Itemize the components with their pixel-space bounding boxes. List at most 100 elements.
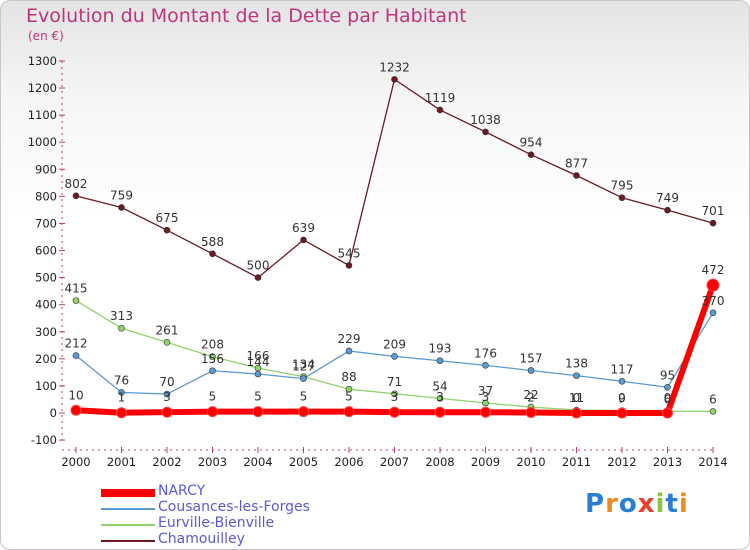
data-label-narcy: 5 <box>254 390 262 404</box>
data-label-cousances-les-forges: 144 <box>247 355 270 369</box>
legend-label: Chamouilley <box>158 531 245 547</box>
point-chamouilley <box>345 262 353 269</box>
data-label-chamouilley: 749 <box>656 191 679 205</box>
point-narcy <box>252 406 264 418</box>
legend-label: Cousances-les-Forges <box>158 499 310 515</box>
data-label-narcy: 3 <box>391 390 399 404</box>
data-label-narcy: 5 <box>209 390 217 404</box>
data-label-eurville-bienville: 54 <box>432 379 447 393</box>
x-tick-label: 2011 <box>562 455 591 469</box>
point-eurville-bienville <box>709 408 717 415</box>
point-chamouilley <box>482 128 489 136</box>
point-eurville-bienville <box>391 390 398 398</box>
point-cousances-les-forges <box>300 375 307 382</box>
point-cousances-les-forges <box>709 309 717 317</box>
point-cousances-les-forges <box>527 367 535 374</box>
data-label-chamouilley: 954 <box>520 136 543 150</box>
point-chamouilley <box>573 172 580 179</box>
point-chamouilley <box>254 274 262 281</box>
x-tick-label: 2005 <box>289 455 318 469</box>
data-label-chamouilley: 1119 <box>425 91 456 105</box>
data-label-chamouilley: 759 <box>110 188 133 202</box>
data-label-narcy: 5 <box>300 390 308 404</box>
point-narcy <box>434 406 446 418</box>
x-tick-label: 2000 <box>61 455 90 469</box>
data-label-cousances-les-forges: 209 <box>383 337 406 351</box>
point-narcy <box>662 407 673 419</box>
data-label-eurville-bienville: 166 <box>247 349 270 363</box>
data-label-eurville-bienville: 11 <box>569 391 584 405</box>
point-chamouilley <box>163 226 171 234</box>
point-cousances-les-forges <box>664 383 671 391</box>
y-tick-label: 1200 <box>28 81 57 95</box>
y-tick-label: 300 <box>35 325 57 339</box>
data-label-narcy: 0 <box>573 391 581 405</box>
x-tick-label: 2004 <box>243 455 272 469</box>
data-label-cousances-les-forges: 70 <box>159 375 174 389</box>
data-label-cousances-les-forges: 157 <box>520 351 543 365</box>
data-label-chamouilley: 802 <box>65 177 88 191</box>
data-label-narcy: 3 <box>482 390 490 404</box>
data-label-eurville-bienville: 313 <box>110 309 133 323</box>
point-narcy <box>616 407 628 419</box>
point-cousances-les-forges <box>618 378 626 385</box>
legend-swatch <box>101 508 155 510</box>
legend-swatch <box>101 489 155 497</box>
data-label-cousances-les-forges: 370 <box>702 294 725 308</box>
data-label-chamouilley: 639 <box>292 221 315 235</box>
data-label-chamouilley: 675 <box>156 211 179 225</box>
point-chamouilley <box>436 106 444 114</box>
legend-swatch <box>101 540 155 542</box>
point-narcy <box>525 406 537 418</box>
legend-swatch <box>101 524 155 526</box>
point-chamouilley <box>391 76 398 83</box>
point-narcy <box>571 407 582 419</box>
x-tick-label: 2009 <box>471 455 500 469</box>
point-cousances-les-forges <box>482 362 489 369</box>
point-cousances-les-forges <box>391 353 398 360</box>
data-label-chamouilley: 795 <box>611 179 634 193</box>
data-label-narcy: 2 <box>527 390 535 404</box>
data-label-eurville-bienville: 6 <box>664 392 672 406</box>
point-narcy <box>116 407 127 419</box>
legend-label: NARCY <box>158 483 206 499</box>
data-label-eurville-bienville: 6 <box>709 392 717 406</box>
point-eurville-bienville <box>436 395 444 402</box>
proxiti-logo: Proxiti <box>585 489 689 519</box>
y-tick-label: 900 <box>35 162 57 176</box>
point-narcy <box>389 406 400 418</box>
y-tick-label: 500 <box>35 271 57 285</box>
data-label-cousances-les-forges: 127 <box>292 360 315 374</box>
data-label-cousances-les-forges: 229 <box>338 332 361 346</box>
chart-plot: -100010020030040050060070080090010001100… <box>28 54 728 469</box>
data-label-cousances-les-forges: 76 <box>114 373 129 387</box>
data-label-eurville-bienville: 261 <box>156 323 179 337</box>
point-cousances-les-forges <box>72 352 80 359</box>
point-narcy <box>298 406 309 418</box>
x-tick-label: 2014 <box>698 455 727 469</box>
point-eurville-bienville <box>482 399 489 407</box>
data-label-cousances-les-forges: 176 <box>474 346 497 360</box>
data-label-narcy: 0 <box>618 391 626 405</box>
data-label-cousances-les-forges: 212 <box>65 337 88 351</box>
chart-subtitle: (en €) <box>28 29 64 43</box>
data-label-chamouilley: 877 <box>565 157 588 171</box>
y-tick-label: 0 <box>50 406 57 420</box>
point-eurville-bienville <box>209 353 216 360</box>
point-narcy <box>207 406 218 418</box>
point-narcy <box>706 278 720 292</box>
data-label-narcy: 1 <box>118 391 126 405</box>
point-chamouilley <box>709 219 717 227</box>
data-label-chamouilley: 588 <box>201 235 224 249</box>
point-cousances-les-forges <box>118 389 125 396</box>
y-tick-label: 800 <box>35 189 57 203</box>
data-label-chamouilley: 701 <box>702 204 725 218</box>
x-tick-label: 2008 <box>425 455 454 469</box>
data-label-narcy: 5 <box>345 390 353 404</box>
data-label-narcy: 3 <box>436 390 444 404</box>
y-tick-label: 200 <box>35 352 57 366</box>
point-eurville-bienville <box>345 385 353 393</box>
data-label-cousances-les-forges: 193 <box>429 342 452 356</box>
point-chamouilley <box>527 151 535 158</box>
